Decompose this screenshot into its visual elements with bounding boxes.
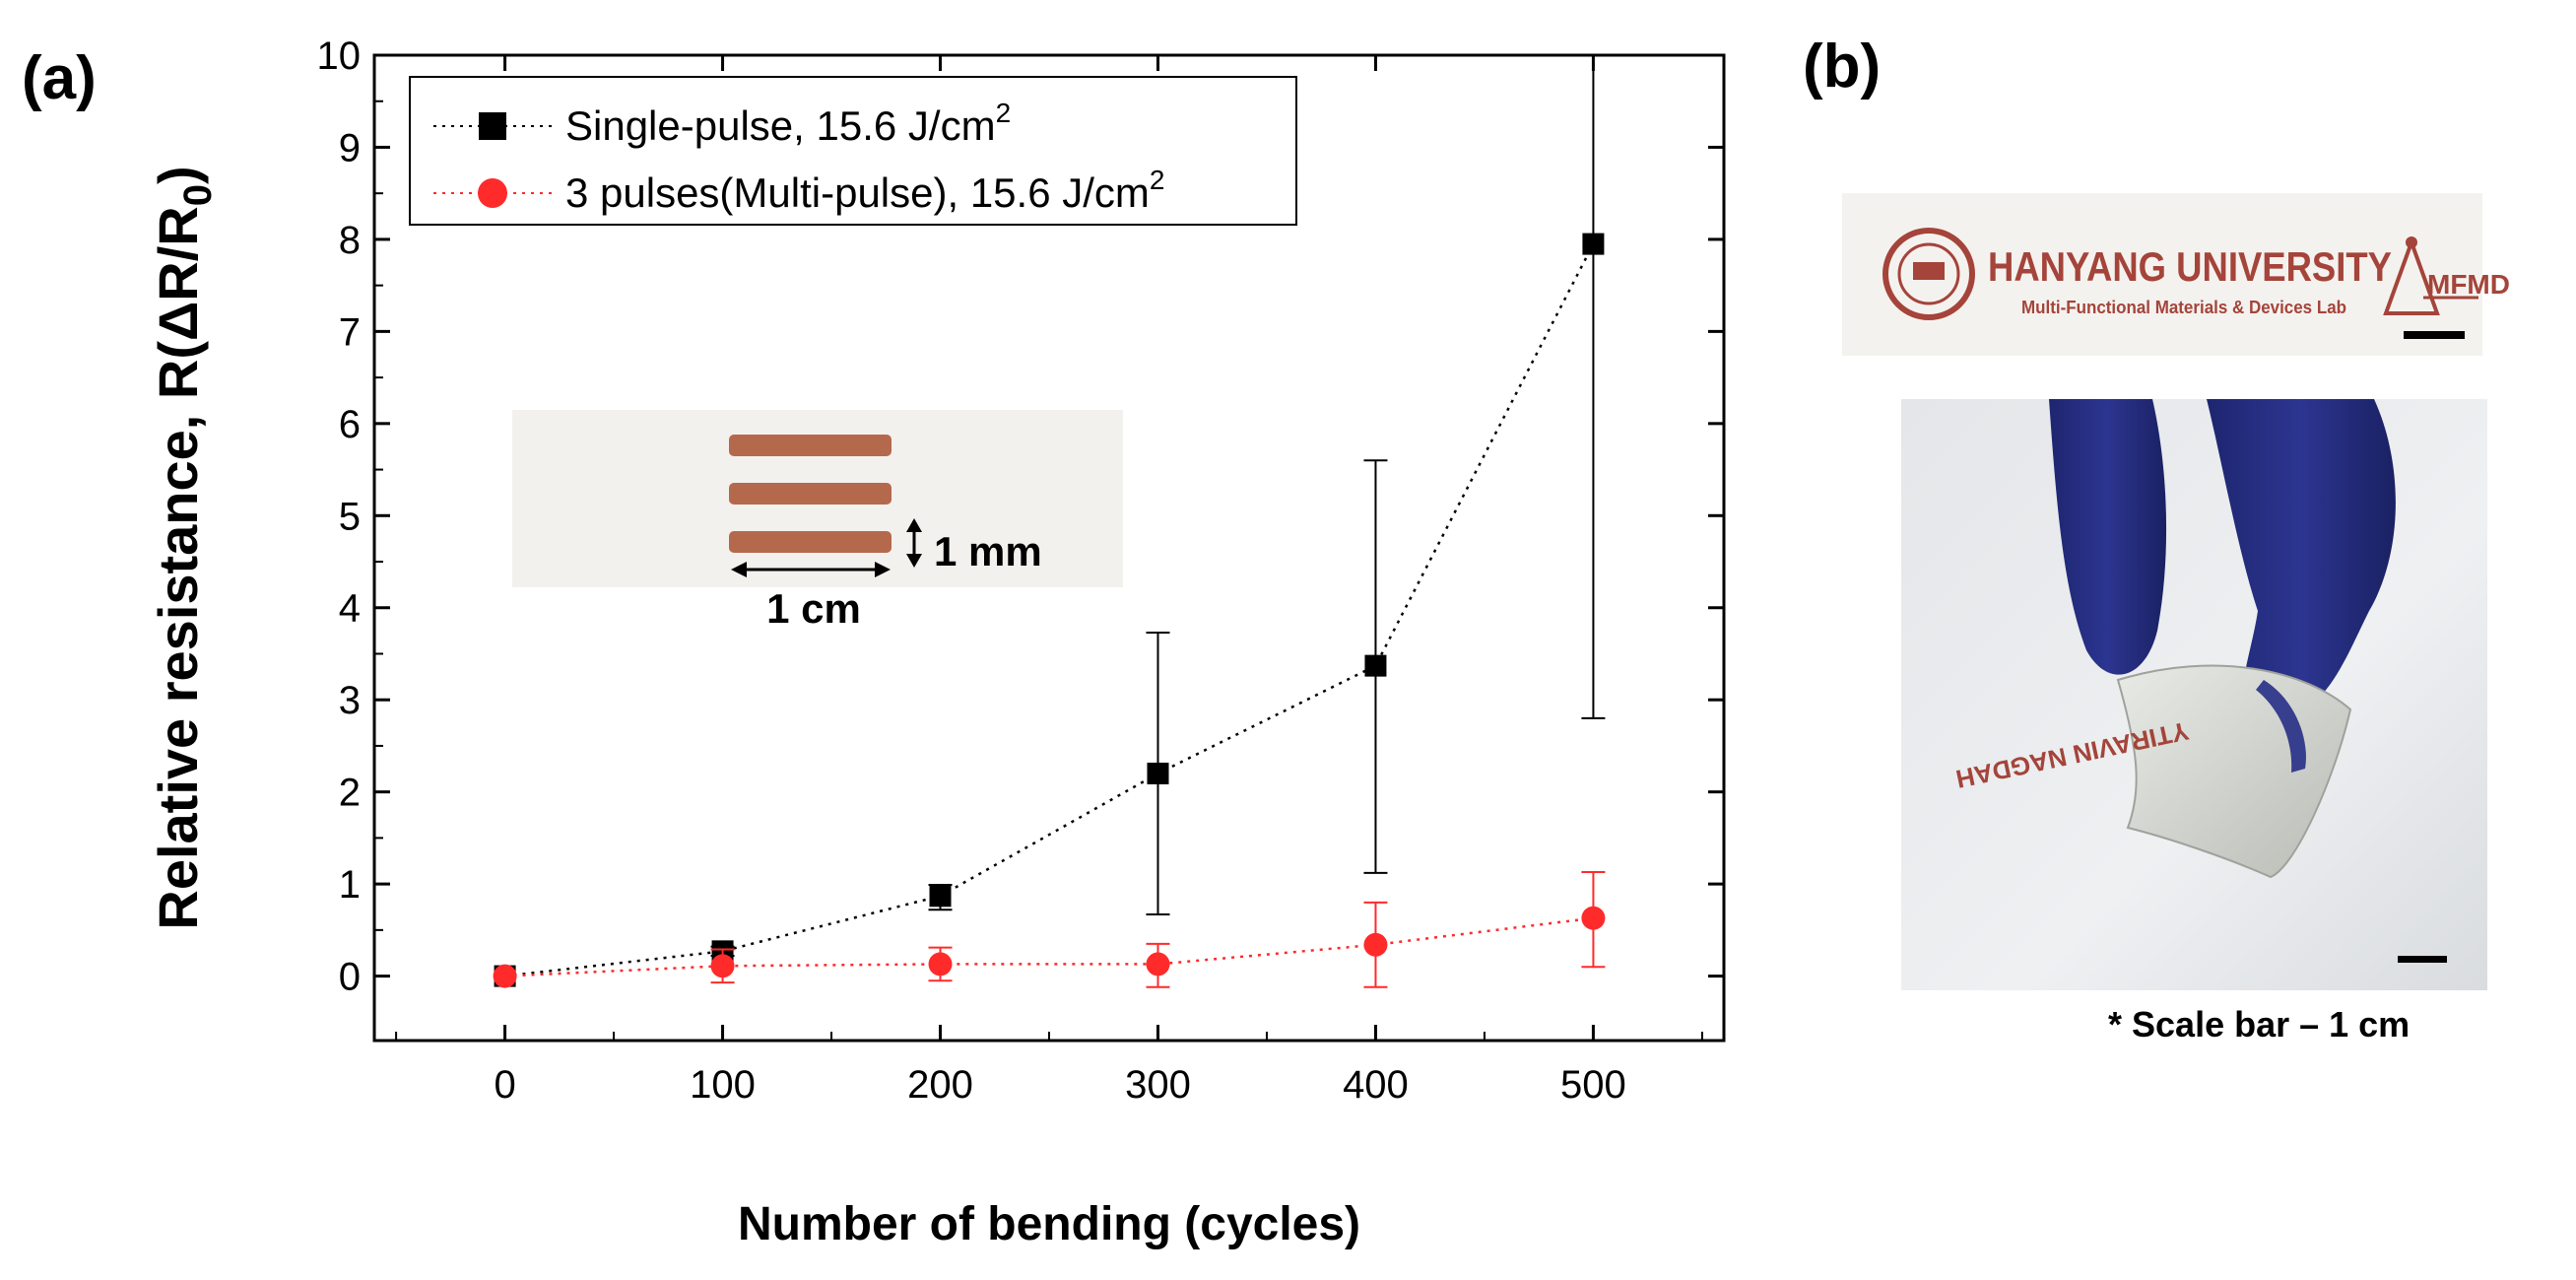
inset-stripe-1 — [729, 435, 892, 456]
y-tick-label: 1 — [339, 863, 361, 907]
inset-stripe-2 — [729, 483, 892, 505]
y-tick-label: 2 — [339, 772, 361, 815]
y-tick-label: 6 — [339, 403, 361, 446]
y-tick-label: 7 — [339, 310, 361, 354]
y-tick-label: 4 — [339, 587, 361, 631]
logo-sample-photo: HANYANG UNIVERSITY Multi-Functional Mate… — [1842, 193, 2510, 356]
glove-left — [2049, 399, 2167, 675]
bending-demo-photo: YTIRAVIN NAGDAH — [1901, 399, 2487, 990]
data-point — [1363, 932, 1388, 957]
data-point — [929, 885, 952, 908]
legend: Single-pulse, 15.6 J/cm2 3 pulses(Multi-… — [409, 76, 1297, 226]
chart-area: 0 1 2 3 4 5 6 7 8 9 10 0 100 200 300 400 500 Relative r… — [147, 34, 1726, 1250]
data-point — [1147, 762, 1169, 784]
logo-lab-name: Multi-Functional Materials & Devices Lab — [2021, 298, 2346, 317]
series-1 — [493, 870, 1606, 988]
y-axis-title: Relative resistance, R(ΔR/R0) — [147, 166, 220, 929]
inset-height-label: 1 mm — [934, 528, 1042, 574]
svg-text:MFMD: MFMD — [2427, 269, 2510, 300]
y-tick-label: 8 — [339, 219, 361, 262]
x-tick-label: 100 — [690, 1063, 756, 1107]
inset-stripe-3 — [729, 531, 892, 553]
x-axis: 0 100 200 300 400 500 — [395, 55, 1703, 1107]
legend-label-multi-sup: 2 — [1150, 165, 1165, 195]
x-tick-label: 300 — [1125, 1063, 1191, 1107]
panel-b-photos: HANYANG UNIVERSITY Multi-Functional Mate… — [1842, 193, 2510, 1044]
logo-scale-bar — [2404, 331, 2465, 339]
legend-marker-multi — [478, 178, 507, 208]
y-axis-title-main: Relative resistance, R(ΔR/R — [147, 206, 209, 929]
data-point — [1582, 233, 1605, 255]
series-line — [504, 916, 1594, 977]
series-layer — [493, 55, 1606, 988]
y-axis-title-end: ) — [147, 166, 209, 184]
x-tick-label: 500 — [1560, 1063, 1626, 1107]
legend-label-single-sup: 2 — [996, 98, 1012, 128]
data-point — [928, 952, 953, 977]
inset-width-arrow — [731, 562, 891, 577]
x-tick-label: 0 — [494, 1063, 515, 1107]
inset-height-arrow — [906, 518, 922, 568]
y-axis: 0 1 2 3 4 5 6 7 8 9 10 — [317, 34, 1724, 999]
y-axis-title-subscript: 0 — [176, 184, 220, 206]
photo-scale-bar — [2398, 956, 2447, 963]
legend-label-multi: 3 pulses(Multi-pulse), 15.6 J/cm2 — [565, 165, 1164, 216]
logo-university-name: HANYANG UNIVERSITY — [1988, 243, 2392, 290]
legend-label-single: Single-pulse, 15.6 J/cm2 — [565, 98, 1011, 149]
legend-marker-single — [479, 112, 506, 140]
series-line — [504, 243, 1595, 977]
legend-label-multi-main: 3 pulses(Multi-pulse), 15.6 J/cm — [565, 169, 1150, 216]
inset-width-label: 1 cm — [766, 585, 861, 632]
panel-a-label: (a) — [22, 44, 97, 112]
y-tick-label: 5 — [339, 495, 361, 538]
mfmd-logo: MFMD — [2383, 236, 2510, 315]
y-tick-label: 9 — [339, 126, 361, 169]
data-point — [1364, 654, 1387, 677]
legend-label-single-main: Single-pulse, 15.6 J/cm — [565, 102, 996, 149]
data-point — [1146, 952, 1170, 977]
inset-schematic: 1 mm 1 cm — [512, 410, 1123, 632]
y-tick-label: 3 — [339, 679, 361, 722]
x-axis-title: Number of bending (cycles) — [738, 1198, 1360, 1250]
y-tick-label: 0 — [339, 956, 361, 999]
y-tick-label: 10 — [317, 34, 362, 78]
data-point — [493, 964, 517, 988]
data-point — [710, 954, 735, 978]
x-tick-label: 200 — [907, 1063, 973, 1107]
legend-box — [409, 76, 1297, 226]
data-point — [1581, 906, 1606, 930]
glove-right — [2207, 399, 2396, 724]
x-tick-label: 400 — [1343, 1063, 1409, 1107]
panel-b-label: (b) — [1803, 33, 1881, 101]
university-seal — [1882, 228, 1975, 320]
scale-bar-caption: * Scale bar – 1 cm — [2108, 1004, 2410, 1044]
